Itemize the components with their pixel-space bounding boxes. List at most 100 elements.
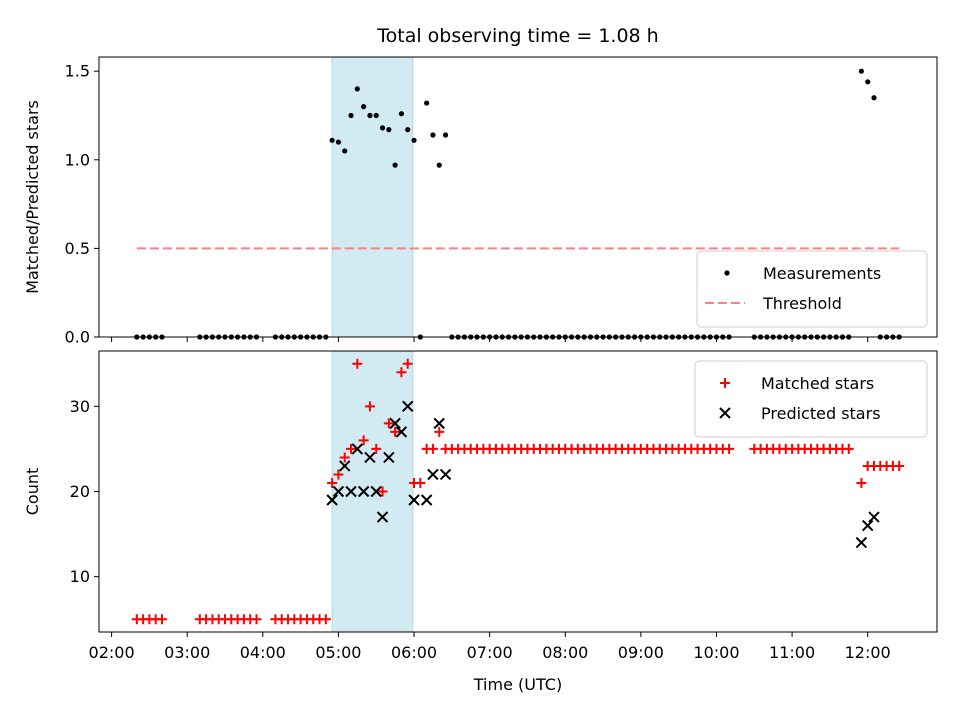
data-point (348, 112, 354, 119)
data-point (383, 418, 394, 429)
data-point (436, 162, 442, 168)
bottom-panel: 10 20 30 02:00 03:00 04:00 05:00 06:00 07:00 08:0… (23, 350, 938, 694)
series-predicted-stars (326, 400, 880, 549)
data-point (427, 468, 439, 481)
data-point (894, 460, 905, 471)
data-point (361, 104, 367, 110)
bottom-shaded-span (331, 350, 414, 633)
y-tick-label: 1.5 (65, 62, 90, 81)
legend-label: Threshold (762, 294, 842, 313)
legend-box (696, 250, 928, 328)
data-point (329, 137, 335, 143)
x-tick-label: 07:00 (467, 643, 513, 662)
data-point (354, 86, 360, 92)
data-point (339, 452, 350, 463)
x-tick-label: 12:00 (845, 643, 891, 662)
data-point (427, 443, 438, 454)
data-point (430, 132, 436, 138)
data-point (396, 367, 407, 378)
y-tick-label: 10 (70, 567, 90, 586)
top-ticks: 0.0 0.5 1.0 1.5 (65, 62, 869, 347)
data-point (386, 127, 392, 133)
data-point (332, 485, 345, 498)
data-point (358, 435, 369, 446)
data-point (326, 494, 338, 506)
data-point (345, 485, 357, 498)
data-point (442, 132, 449, 138)
y-tick-label: 20 (70, 482, 90, 501)
data-point (408, 494, 420, 506)
data-point (434, 426, 445, 437)
series-matched-stars (131, 358, 905, 625)
data-point (420, 494, 433, 506)
data-point (370, 485, 382, 498)
data-point (861, 519, 874, 532)
y-tick-label: 0.0 (65, 328, 90, 347)
data-point (439, 468, 452, 481)
data-point (371, 443, 382, 454)
legend-label: Matched stars (761, 374, 874, 393)
legend-label: Predicted stars (761, 404, 881, 423)
x-tick-label: 08:00 (542, 643, 588, 662)
data-point (392, 162, 398, 168)
chart-title: Total observing time = 1.08 h (376, 25, 658, 47)
legend-marker (720, 378, 730, 388)
shaded-span (331, 56, 414, 338)
data-point (398, 111, 405, 117)
data-point (724, 443, 735, 454)
top-legend: Measurements Threshold (696, 250, 928, 328)
data-point (389, 417, 401, 430)
data-point (858, 68, 864, 74)
top-points (134, 68, 902, 340)
data-point (411, 137, 417, 143)
legend-marker (724, 270, 730, 276)
x-tick-label: 06:00 (391, 643, 437, 662)
legend-box (694, 360, 928, 438)
data-point (377, 486, 388, 497)
x-tick-label: 09:00 (618, 643, 664, 662)
data-point (856, 477, 867, 488)
y-tick-label: 1.0 (65, 150, 90, 169)
data-point (868, 511, 880, 523)
x-axis-label: Time (UTC) (473, 675, 562, 694)
data-point (339, 460, 351, 472)
top-panel: 0.0 0.5 1.0 1.5 Matched/Predicted stars Mea… (23, 56, 938, 347)
x-tick-label: 11:00 (769, 643, 815, 662)
data-point (351, 443, 364, 455)
bottom-ticks: 10 20 30 02:00 03:00 04:00 05:00 06:00 07:00 08:0… (70, 397, 891, 662)
x-tick-label: 04:00 (240, 643, 286, 662)
data-point (433, 417, 445, 430)
data-point (383, 451, 395, 464)
data-point (402, 400, 414, 413)
top-shaded-span (331, 56, 414, 338)
y-tick-label: 0.5 (65, 239, 90, 258)
top-y-axis-label: Matched/Predicted stars (23, 100, 42, 294)
data-point (395, 426, 408, 438)
top-axes-frame (98, 56, 938, 338)
x-tick-label: 03:00 (164, 643, 210, 662)
data-point (320, 614, 331, 625)
data-point (327, 477, 338, 488)
data-point (346, 443, 357, 454)
data-point (333, 469, 344, 480)
x-tick-label: 02:00 (89, 643, 135, 662)
data-point (352, 358, 363, 369)
data-point (843, 443, 854, 454)
data-point (871, 95, 877, 101)
data-point (415, 477, 426, 488)
data-point (855, 536, 868, 549)
data-point (402, 358, 413, 369)
data-point (405, 127, 411, 133)
data-point (364, 451, 376, 464)
bottom-points (131, 358, 905, 625)
data-point (157, 614, 168, 625)
shaded-span (331, 350, 414, 633)
data-point (367, 112, 373, 119)
series-measurements (134, 68, 902, 340)
legend-marker (719, 407, 731, 419)
legend-label: Measurements (763, 264, 881, 283)
data-point (390, 426, 401, 437)
x-tick-label: 10:00 (693, 643, 739, 662)
data-point (335, 139, 342, 145)
